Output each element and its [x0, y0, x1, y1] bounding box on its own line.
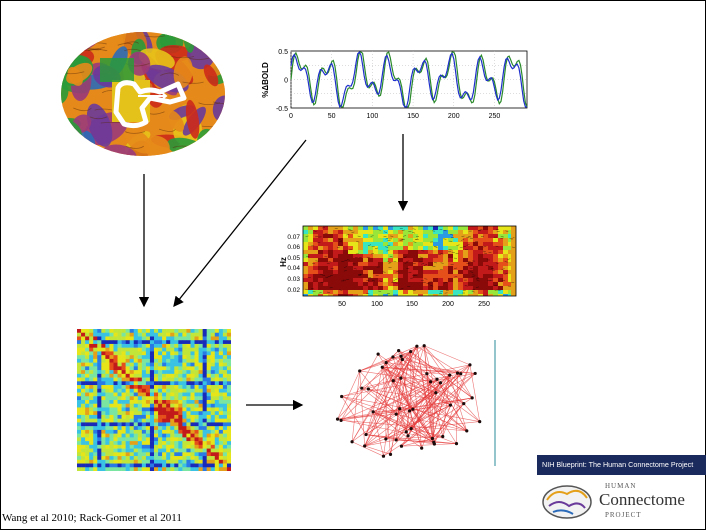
network-node	[400, 357, 404, 362]
bold-xtick-label: 150	[407, 113, 419, 120]
network-node	[376, 352, 380, 356]
network-node	[468, 363, 472, 367]
network-node	[364, 432, 368, 437]
spectrogram-xtick-label: 50	[338, 301, 346, 308]
connectome-logo: HUMAN Connectome PROJECT	[537, 476, 706, 530]
brain-logo-icon	[542, 485, 592, 519]
spectrogram-xtick-label: 200	[442, 301, 454, 308]
bold-series-line	[290, 51, 528, 108]
logo-project-text: PROJECT	[605, 511, 642, 519]
network-node	[399, 354, 403, 358]
spectrogram-ytick-label: 0.02	[287, 287, 300, 294]
network-node	[339, 418, 343, 422]
network-node	[409, 349, 413, 354]
network-node	[411, 407, 415, 411]
network-node	[399, 444, 404, 448]
network-node	[448, 373, 452, 377]
network-graph	[335, 340, 496, 466]
network-node	[363, 444, 367, 448]
bold-xtick-label: 250	[489, 113, 501, 120]
brain-image	[61, 32, 225, 156]
bold-xtick-label: 50	[328, 113, 336, 120]
network-node	[384, 361, 388, 365]
network-node	[394, 412, 398, 416]
spectrogram-ytick-label: 0.03	[287, 276, 300, 283]
network-node	[371, 410, 375, 414]
network-node	[391, 355, 395, 359]
network-node	[388, 452, 393, 456]
network-node	[335, 417, 340, 421]
network-node	[422, 344, 426, 348]
network-node	[459, 372, 463, 376]
bold-ytick-label: 0	[284, 78, 288, 85]
network-node	[441, 434, 445, 439]
network-node	[473, 371, 477, 376]
network-node	[429, 380, 433, 384]
network-node	[420, 446, 424, 450]
network-node	[432, 442, 436, 446]
bold-ytick-label: -0.5	[276, 106, 288, 113]
network-node	[448, 403, 453, 407]
spectrogram-ytick-label: 0.04	[287, 265, 300, 272]
network-node	[384, 437, 388, 441]
network-node	[409, 427, 413, 431]
network-node	[470, 396, 474, 400]
network-node	[398, 407, 402, 411]
spectrogram-plot: 50 100 150 200 250 0.07 0.06 0.05 0.04 0.03 0.02 H…	[279, 225, 517, 308]
network-node	[366, 387, 370, 391]
bold-xtick-label: 0	[289, 113, 293, 120]
arrow-timeseries-to-matrix	[173, 139, 307, 308]
network-node	[350, 440, 354, 444]
hcp-banner: NIH Blueprint: The Human Connectome Proj…	[537, 455, 706, 475]
bold-xtick-label: 200	[448, 113, 460, 120]
network-node	[455, 371, 460, 375]
roi-outline	[113, 80, 187, 129]
network-node	[438, 381, 443, 385]
network-node	[380, 365, 384, 369]
citation-text: Wang et al 2010; Rack-Gomer et al 2011	[2, 512, 182, 524]
spectrogram-ytick-label: 0.06	[287, 244, 300, 251]
network-node	[360, 386, 364, 390]
network-node	[391, 379, 395, 383]
logo-human-text: HUMAN	[605, 482, 637, 490]
network-node	[340, 394, 344, 399]
correlation-matrix	[77, 329, 231, 471]
spectrogram-ylabel: Hz	[279, 257, 288, 267]
network-node	[434, 391, 438, 395]
network-node	[381, 454, 386, 458]
network-node	[397, 349, 401, 353]
bold-xtick-label: 100	[367, 113, 379, 120]
network-node	[407, 409, 412, 413]
bold-ytick-label: 0.5	[278, 49, 288, 56]
spectrogram-xtick-label: 150	[406, 301, 418, 308]
network-node	[425, 372, 429, 376]
logo-connectome-text: Connectome	[599, 490, 685, 509]
network-node	[462, 402, 466, 406]
network-node	[394, 438, 398, 442]
spectrogram-xtick-label: 100	[371, 301, 383, 308]
network-node	[358, 369, 362, 373]
network-node	[406, 434, 410, 438]
bold-ylabel: %ΔBOLD	[261, 62, 270, 98]
network-node	[399, 376, 403, 380]
spectrogram-ytick-label: 0.07	[287, 234, 300, 241]
network-node	[465, 429, 469, 433]
network-node	[435, 377, 439, 381]
spectrogram-ytick-label: 0.05	[287, 255, 300, 262]
network-node	[478, 419, 482, 424]
spectrogram-xtick-label: 250	[478, 301, 490, 308]
network-node	[404, 430, 408, 434]
network-node	[430, 436, 435, 441]
network-node	[454, 442, 459, 446]
network-node	[415, 344, 419, 348]
roi-connection-arrow	[138, 90, 168, 102]
